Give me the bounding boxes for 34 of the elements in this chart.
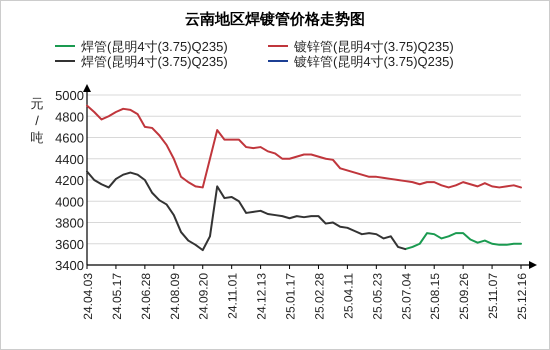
x-tick-label: 25.01.17 [284, 272, 298, 320]
x-tick-label: 24.09.20 [196, 272, 211, 320]
x-tick-label: 25.09.26 [457, 272, 472, 320]
x-tick-label: 25.11.07 [486, 272, 500, 319]
x-tick-label: 25.04.11 [341, 272, 356, 319]
chart-title: 云南地区焊镀管价格走势图 [185, 11, 365, 28]
y-tick-label: 4000 [55, 194, 84, 210]
y-tick-label: 5000 [55, 88, 84, 103]
legend-label: 镀锌管(昆明4寸(3.75)Q235) [293, 54, 454, 69]
x-tick-label: 24.12.13 [254, 272, 269, 320]
x-tick-label: 24.06.28 [138, 272, 153, 320]
line-series [86, 170, 406, 252]
x-tick-label: 24.08.09 [168, 272, 182, 320]
x-tick-label: 24.04.03 [81, 272, 95, 320]
x-tick-label: 25.05.23 [370, 272, 384, 320]
y-tick-label: 4200 [55, 173, 84, 188]
y-tick-label: 4400 [55, 152, 84, 167]
x-tick-label: 25.08.15 [428, 272, 442, 320]
x-tick-label: 25.07.04 [399, 272, 414, 320]
x-tick-label: 25.02.28 [312, 272, 326, 320]
legend-label: 焊管(昆明4寸(3.75)Q235) [81, 39, 228, 54]
line-series [404, 232, 522, 250]
y-axis-title: 元/吨 [30, 96, 44, 145]
x-tick-label: 24.11.01 [226, 272, 240, 319]
y-tick-label: 4800 [55, 109, 84, 124]
x-tick-label: 24.05.17 [110, 272, 124, 320]
y-tick-label: 4600 [55, 130, 84, 146]
y-tick-label: 3400 [55, 258, 84, 273]
legend-label: 镀锌管(昆明4寸(3.75)Q235) [293, 39, 454, 54]
y-tick-label: 3600 [55, 236, 84, 252]
y-tick-label: 3800 [55, 216, 84, 230]
line-series [86, 104, 522, 188]
legend-label: 焊管(昆明4寸(3.75)Q235) [81, 54, 228, 69]
x-tick-label: 25.12.16 [515, 272, 529, 320]
